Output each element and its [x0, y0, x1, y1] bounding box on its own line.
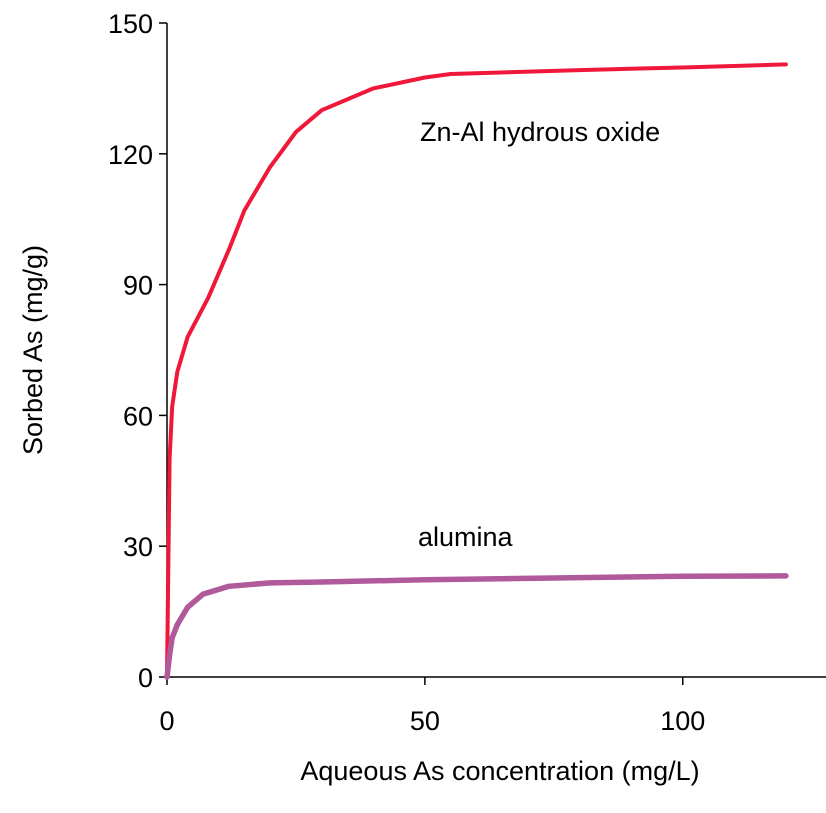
y-tick-label: 0: [138, 663, 153, 693]
series-line: [164, 573, 789, 680]
y-tick-label: 60: [123, 401, 153, 431]
y-tick-label: 90: [123, 271, 153, 301]
x-tick-label: 0: [159, 706, 174, 736]
x-tick-label: 100: [660, 706, 705, 736]
y-tick-label: 150: [108, 9, 153, 39]
y-axis-label: Sorbed As (mg/g): [18, 245, 48, 455]
x-axis-label: Aqueous As concentration (mg/L): [300, 756, 699, 786]
x-tick-label: 50: [410, 706, 440, 736]
y-tick-label: 120: [108, 140, 153, 170]
series-line: [165, 62, 788, 679]
series-label: alumina: [418, 522, 514, 552]
series-label: Zn-Al hydrous oxide: [420, 117, 660, 147]
y-tick-label: 30: [123, 532, 153, 562]
